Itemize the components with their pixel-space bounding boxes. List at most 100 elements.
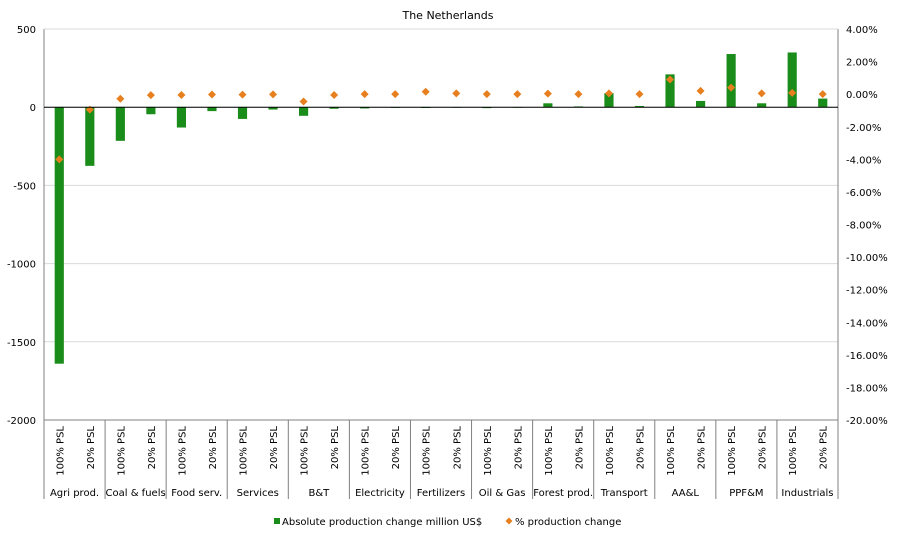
bar	[604, 93, 614, 108]
bar	[543, 103, 553, 108]
legend-swatch-absolute	[274, 518, 280, 524]
x-tick-label: 20% PSL	[391, 426, 402, 470]
marker-point	[696, 86, 705, 95]
bar	[787, 52, 797, 108]
group-label: Oil & Gas	[479, 488, 526, 499]
x-tick-label: 100% PSL	[666, 426, 677, 476]
marker-point	[788, 88, 797, 97]
group-label: Forest prod.	[533, 488, 593, 499]
y2-tick-label: -4.00%	[846, 155, 881, 166]
bar-series	[54, 52, 828, 364]
marker-point	[238, 90, 247, 99]
bar	[176, 107, 187, 128]
marker-point	[604, 89, 613, 98]
x-tick-label: 20% PSL	[574, 426, 585, 470]
group-label: Industrials	[781, 488, 833, 499]
y2-tick-label: -14.00%	[846, 318, 888, 329]
chart-title: The Netherlands	[401, 9, 493, 22]
y-tick-label: -1500	[7, 338, 36, 349]
group-label: Electricity	[355, 488, 405, 499]
marker-point	[207, 90, 216, 99]
group-label: B&T	[308, 488, 330, 499]
y2-tick-label: 2.00%	[846, 58, 878, 69]
group-label: Coal & fuels	[106, 488, 166, 499]
y2-tick-label: -18.00%	[846, 383, 888, 394]
x-tick-label: 20% PSL	[636, 426, 647, 470]
marker-point	[146, 91, 155, 100]
x-tick-label: 100% PSL	[300, 426, 311, 476]
marker-point	[452, 89, 461, 98]
x-tick-label: 20% PSL	[452, 426, 463, 470]
marker-point	[757, 89, 766, 98]
marker-point	[360, 90, 369, 99]
bar	[726, 54, 736, 108]
marker-point	[635, 90, 644, 99]
bar	[360, 107, 370, 109]
x-tick-label: 20% PSL	[269, 426, 280, 470]
x-tick-label: 100% PSL	[605, 426, 616, 476]
bar	[268, 107, 278, 110]
y2-tick-label: -10.00%	[846, 253, 888, 264]
y-tick-label: -2000	[7, 416, 36, 427]
x-tick-label: 20% PSL	[86, 426, 97, 470]
bar	[237, 107, 248, 119]
x-tick-label: 100% PSL	[116, 426, 127, 476]
bar	[85, 107, 95, 166]
marker-point	[116, 94, 125, 103]
marker-point	[421, 87, 430, 96]
bar	[665, 74, 675, 108]
marker-point	[299, 97, 308, 106]
axes: 500 0 -500 -1000 -1500 -2000 4.00% 2.00% 0.00% -2…	[7, 25, 888, 499]
y2-tick-label: -8.00%	[846, 221, 881, 232]
bar	[115, 107, 125, 141]
marker-point	[666, 75, 675, 84]
x-tick-label: 20% PSL	[819, 426, 830, 470]
marker-point	[574, 90, 583, 99]
x-tick-label: 20% PSL	[147, 426, 158, 470]
y-tick-label: 0	[30, 103, 36, 114]
bar	[818, 98, 828, 108]
x-tick-label: 20% PSL	[758, 426, 769, 470]
group-label: Transport	[600, 488, 648, 499]
legend-swatch-percent	[505, 517, 513, 525]
marker-point	[727, 83, 736, 92]
marker-point	[543, 89, 552, 98]
y2-tick-label: 0.00%	[846, 90, 878, 101]
y2-tick-label: -12.00%	[846, 286, 888, 297]
bar	[757, 103, 767, 108]
x-tick-label: 20% PSL	[330, 426, 341, 470]
y2-tick-label: -6.00%	[846, 188, 881, 199]
bar	[146, 107, 156, 115]
x-tick-label: 100% PSL	[727, 426, 738, 476]
group-label: Agri prod.	[50, 488, 99, 499]
x-tick-label: 100% PSL	[788, 426, 799, 476]
x-tick-label: 100% PSL	[422, 426, 433, 476]
gridlines	[44, 28, 838, 421]
marker-point	[818, 90, 827, 99]
marker-series	[55, 75, 827, 164]
bar	[298, 107, 309, 116]
bar	[695, 100, 706, 108]
x-tick-label: 20% PSL	[697, 426, 708, 470]
y-tick-label: -1000	[7, 260, 36, 271]
y2-tick-label: -2.00%	[846, 123, 881, 134]
x-tick-label: 100% PSL	[239, 426, 250, 476]
x-tick-label: 20% PSL	[513, 426, 524, 470]
marker-point	[269, 90, 278, 99]
x-tick-label: 100% PSL	[177, 426, 188, 476]
marker-point	[513, 90, 522, 99]
group-label: Services	[237, 488, 279, 499]
x-tick-label: 100% PSL	[55, 426, 66, 476]
bar	[634, 105, 645, 108]
group-label: Fertilizers	[417, 488, 465, 499]
bar	[54, 107, 64, 364]
marker-point	[482, 90, 491, 99]
y-tick-label: 500	[17, 25, 36, 36]
legend-label-percent: % production change	[515, 517, 621, 528]
marker-point	[55, 155, 64, 164]
group-label: Food serv.	[171, 488, 222, 499]
bar	[207, 107, 217, 112]
legend-label-absolute: Absolute production change million US$	[282, 517, 482, 528]
y2-tick-label: 4.00%	[846, 25, 878, 36]
